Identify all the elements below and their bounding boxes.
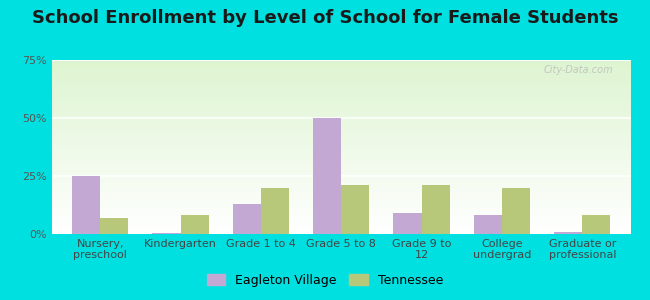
Bar [582,215,610,234]
Bar [554,232,582,234]
Bar [422,185,450,234]
Bar [313,118,341,234]
Bar [100,218,128,234]
Bar [153,233,181,234]
Text: City-Data.com: City-Data.com [543,65,613,75]
Bar [233,204,261,234]
Bar [261,188,289,234]
Bar [474,215,502,234]
Bar [393,213,422,234]
Bar [502,188,530,234]
Bar [181,215,209,234]
Text: School Enrollment by Level of School for Female Students: School Enrollment by Level of School for… [32,9,618,27]
Bar [72,176,100,234]
Bar [341,185,369,234]
Legend: Eagleton Village, Tennessee: Eagleton Village, Tennessee [203,270,447,291]
